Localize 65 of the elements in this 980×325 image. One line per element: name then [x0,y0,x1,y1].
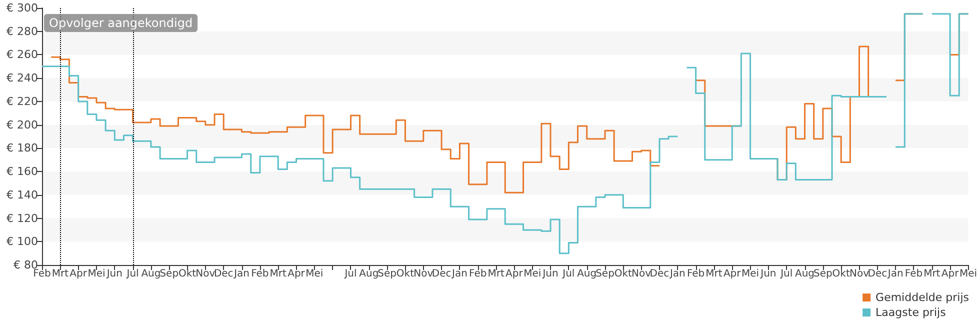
x-tick-label: Dec [214,268,234,280]
y-tick-label: € 160 [6,165,38,178]
x-tick-label: Feb [904,268,923,280]
x-tick-label: Feb [33,268,51,280]
x-tick-label: Okt [614,268,632,280]
x-tick-label: Jul [344,268,357,280]
x-tick-label: Mrt [52,268,69,280]
x-tick-label: Sep [378,268,396,280]
x-tick-label: Nov [414,268,434,280]
x-tick-label: Jan [668,268,686,280]
x-tick-label: Aug [359,268,379,280]
y-tick-label: € 280 [6,24,38,38]
x-tick-label: Mrt [924,268,940,280]
x-tick-label: Apr [723,268,742,280]
x-tick-label: Aug [795,268,815,280]
y-tick-label: € 260 [6,48,38,62]
x-tick-label: Sep [814,268,832,280]
y-tick-label: € 240 [6,72,38,85]
x-tick-label: Mei [742,268,760,280]
x-tick-label: Apr [941,268,960,280]
x-tick-label: Feb [686,268,705,280]
x-tick-label: Jul [780,268,793,280]
x-tick-label: Mei [959,268,977,280]
x-tick-label: Feb [469,268,487,280]
y-tick-label: € 300 [6,2,38,14]
ref-line-label: Opvolger aangekondigd [49,16,193,30]
x-tick-label: Mei [306,268,324,280]
x-tick-label: Jan [233,268,250,280]
x-tick-label: Feb [251,268,269,280]
x-tick-label: Aug [141,268,161,280]
x-tick-label: Mrt [488,268,504,280]
x-tick-label: Jun [542,268,558,280]
x-tick-label: Aug [577,268,597,280]
x-tick-label: Apr [506,268,524,280]
x-tick-label: Dec [432,268,452,280]
x-tick-label: Okt [832,268,850,280]
x-tick-label: Okt [396,268,414,280]
legend-label: Gemiddelde prijs [876,291,970,304]
x-tick-label: Jan [886,268,904,280]
x-tick-label: Jul [562,268,575,280]
x-tick-label: Mei [524,268,542,280]
x-tick-label: Okt [178,268,196,280]
y-tick-label: € 180 [6,142,38,155]
x-tick-label: Jun [760,268,776,280]
x-tick-label: Jan [450,268,468,280]
y-tick-label: € 220 [6,94,38,108]
y-tick-label: € 140 [6,188,38,202]
x-tick-label: Nov [849,268,870,280]
legend-label: Laagste prijs [876,306,946,319]
x-tick-label: Apr [288,268,306,280]
y-tick-label: € 200 [6,118,38,132]
x-tick-label: Mei [88,268,106,280]
x-tick-label: Sep [160,268,179,280]
x-tick-label: Nov [632,268,652,280]
x-tick-label: Apr [70,268,88,280]
y-tick-label: € 100 [6,235,38,248]
x-tick-label: Jun [106,268,122,280]
x-tick-label: Dec [650,268,670,280]
x-tick-label: Mrt [706,268,722,280]
x-tick-label: Sep [596,268,614,280]
x-tick-label: Mrt [270,268,286,280]
x-tick-label: Dec [868,268,888,280]
y-tick-label: € 120 [6,212,38,225]
x-tick-label: Jul [126,268,139,280]
x-tick-label: Nov [196,268,216,280]
